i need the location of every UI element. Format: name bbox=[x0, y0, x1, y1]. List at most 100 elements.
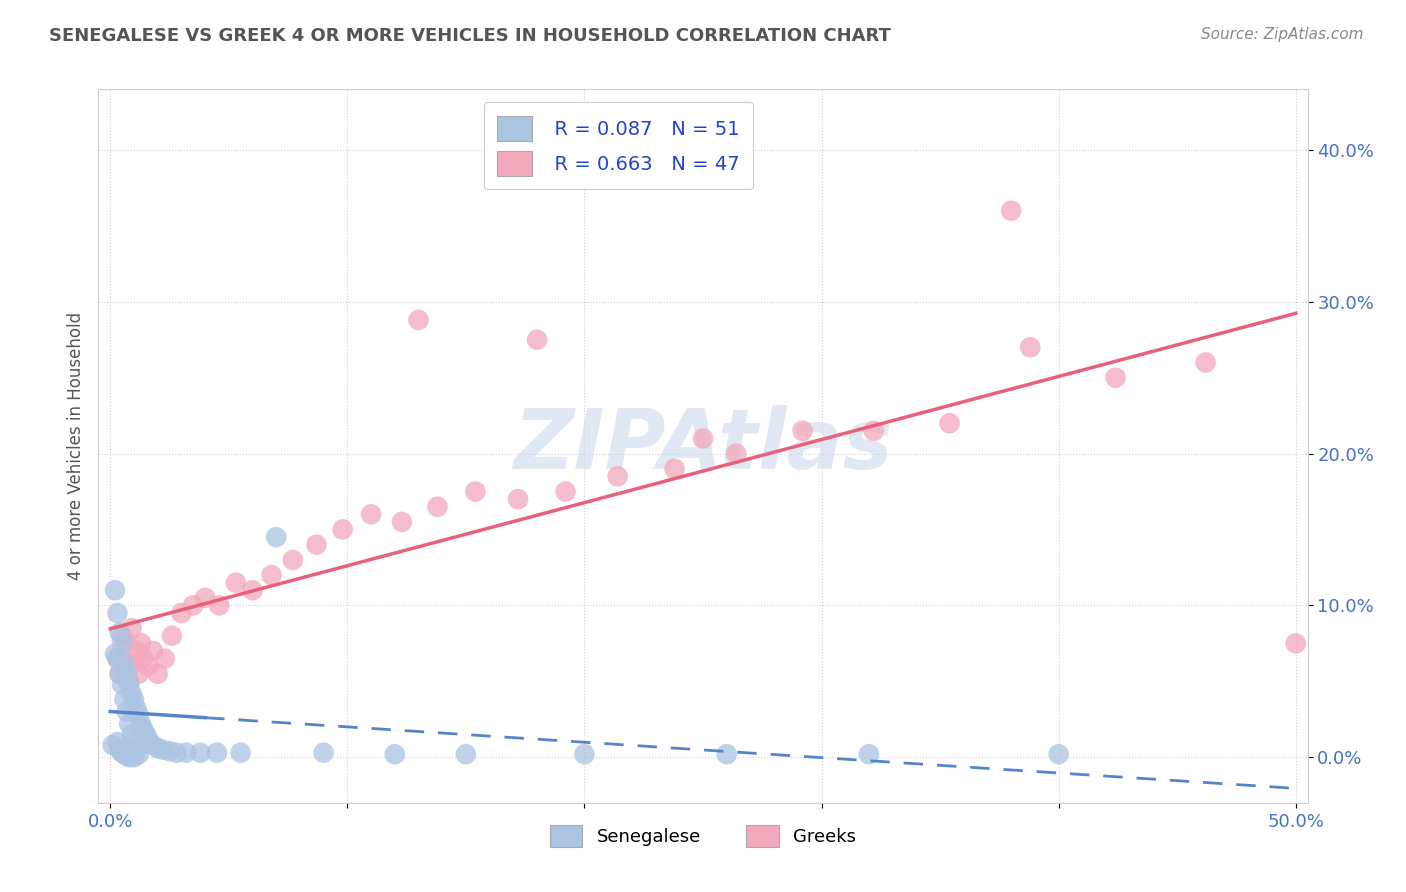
Point bbox=[426, 500, 449, 514]
Point bbox=[125, 742, 148, 756]
Point bbox=[692, 431, 714, 445]
Point bbox=[108, 742, 131, 756]
Point bbox=[104, 647, 127, 661]
Point bbox=[135, 727, 157, 741]
Point bbox=[108, 666, 131, 681]
Point bbox=[242, 583, 264, 598]
Point bbox=[128, 666, 150, 681]
Point bbox=[312, 746, 335, 760]
Point bbox=[121, 727, 143, 741]
Point bbox=[862, 424, 884, 438]
Point bbox=[108, 666, 131, 681]
Point bbox=[1104, 370, 1126, 384]
Point bbox=[391, 515, 413, 529]
Point bbox=[105, 651, 128, 665]
Point bbox=[128, 747, 150, 762]
Point bbox=[129, 716, 152, 731]
Point bbox=[122, 735, 145, 749]
Point bbox=[664, 462, 686, 476]
Point bbox=[205, 746, 228, 760]
Point bbox=[170, 606, 193, 620]
Point bbox=[1285, 636, 1308, 650]
Point bbox=[208, 599, 231, 613]
Point bbox=[716, 747, 738, 762]
Point bbox=[115, 748, 138, 763]
Point bbox=[454, 747, 477, 762]
Y-axis label: 4 or more Vehicles in Household: 4 or more Vehicles in Household bbox=[66, 312, 84, 580]
Point bbox=[225, 575, 247, 590]
Point bbox=[111, 677, 134, 691]
Point bbox=[111, 629, 134, 643]
Point bbox=[384, 747, 406, 762]
Point bbox=[125, 701, 148, 715]
Point bbox=[264, 530, 287, 544]
Text: SENEGALESE VS GREEK 4 OR MORE VEHICLES IN HOUSEHOLD CORRELATION CHART: SENEGALESE VS GREEK 4 OR MORE VEHICLES I… bbox=[49, 27, 891, 45]
Point bbox=[104, 583, 127, 598]
Point bbox=[464, 484, 486, 499]
Point bbox=[858, 747, 880, 762]
Point bbox=[332, 523, 354, 537]
Point bbox=[606, 469, 628, 483]
Point bbox=[281, 553, 304, 567]
Point bbox=[190, 746, 212, 760]
Point bbox=[118, 677, 141, 691]
Point bbox=[153, 651, 176, 665]
Point bbox=[115, 705, 138, 719]
Point bbox=[125, 644, 148, 658]
Point bbox=[1194, 355, 1216, 369]
Point bbox=[229, 746, 252, 760]
Point bbox=[146, 741, 169, 756]
Point bbox=[305, 538, 328, 552]
Point bbox=[114, 659, 136, 673]
Point bbox=[260, 568, 283, 582]
Point bbox=[408, 313, 430, 327]
Point bbox=[160, 629, 183, 643]
Point bbox=[105, 651, 128, 665]
Point bbox=[132, 651, 155, 665]
Point bbox=[101, 738, 124, 752]
Point bbox=[146, 666, 169, 681]
Point bbox=[159, 744, 181, 758]
Point bbox=[1000, 203, 1022, 218]
Text: Source: ZipAtlas.com: Source: ZipAtlas.com bbox=[1201, 27, 1364, 42]
Point bbox=[118, 750, 141, 764]
Point bbox=[194, 591, 217, 605]
Point bbox=[122, 656, 145, 670]
Point bbox=[111, 636, 134, 650]
Point bbox=[554, 484, 576, 499]
Point bbox=[105, 606, 128, 620]
Point bbox=[114, 747, 136, 762]
Point bbox=[105, 735, 128, 749]
Point bbox=[108, 625, 131, 640]
Point bbox=[574, 747, 596, 762]
Point bbox=[360, 508, 382, 522]
Point bbox=[166, 746, 188, 760]
Point bbox=[1019, 340, 1042, 354]
Point bbox=[129, 636, 152, 650]
Point bbox=[114, 692, 136, 706]
Point bbox=[1047, 747, 1070, 762]
Point bbox=[938, 416, 960, 430]
Point bbox=[121, 621, 143, 635]
Point bbox=[114, 656, 136, 670]
Point bbox=[121, 686, 143, 700]
Point bbox=[181, 599, 204, 613]
Point bbox=[111, 746, 134, 760]
Point bbox=[115, 666, 138, 681]
Point bbox=[506, 492, 529, 507]
Point bbox=[122, 692, 145, 706]
Point bbox=[118, 716, 141, 731]
Point bbox=[118, 674, 141, 689]
Text: ZIPAtlas: ZIPAtlas bbox=[513, 406, 893, 486]
Point bbox=[115, 636, 138, 650]
Point bbox=[152, 742, 174, 756]
Point bbox=[142, 738, 165, 752]
Point bbox=[526, 333, 548, 347]
Point bbox=[142, 644, 165, 658]
Legend: Senegalese, Greeks: Senegalese, Greeks bbox=[543, 818, 863, 855]
Point bbox=[136, 732, 159, 747]
Point bbox=[128, 707, 150, 722]
Point bbox=[122, 750, 145, 764]
Point bbox=[174, 746, 197, 760]
Point bbox=[792, 424, 814, 438]
